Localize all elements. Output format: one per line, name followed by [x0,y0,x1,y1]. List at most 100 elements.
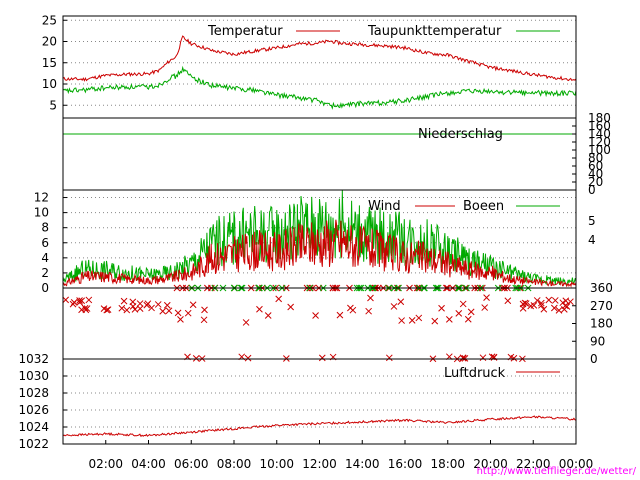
direction-marker [461,355,469,362]
direction-marker [136,300,144,307]
direction-marker [540,305,548,313]
direction-marker [504,297,512,305]
pressure-tick-label: 1030 [18,369,49,383]
direction-marker [479,354,487,362]
direction-marker [438,304,445,312]
x-tick-label: 02:00 [88,457,123,471]
direction-markers [62,284,574,363]
frame-layer [62,15,577,445]
direction-marker [177,315,184,323]
x-tick-label: 08:00 [217,457,252,471]
direction-marker [467,308,475,316]
direction-marker [527,302,535,310]
legend-boeen: Boeen [463,199,504,214]
direction-marker [533,297,541,304]
x-tick-label: 20:00 [473,457,508,471]
wind-tick-label: 6 [41,236,49,250]
direction-marker [459,354,467,362]
direction-marker [136,305,144,312]
precipitation-tick-label: 40 [588,167,603,181]
direction-marker [264,312,272,319]
x-tick-label: 18:00 [430,457,465,471]
direction-marker [455,310,463,317]
direction-marker [398,317,405,324]
direction-marker [464,315,472,323]
direction-marker [78,297,86,305]
x-tick-label: 14:00 [345,457,380,471]
direction-marker [201,306,208,314]
precipitation-tick-label: 120 [588,135,611,149]
direction-marker [120,297,128,305]
direction-marker [76,297,83,304]
direction-marker [123,306,131,314]
temperature-tick-label: 20 [42,35,57,49]
direction-marker [159,307,167,315]
wind-series-wind [62,219,577,288]
wind-tick-label: 12 [34,191,49,205]
legend-taupunkttemperatur: Taupunkttemperatur [367,24,502,39]
temperature-tick-label: 15 [42,56,57,70]
wind-tick-label: 0 [41,281,49,295]
direction-marker [78,306,85,314]
legend-temperatur: Temperatur [207,24,283,39]
precipitation-tick-label: 20 [588,175,603,189]
direction-tick-label: 90 [590,334,605,348]
direction-marker [118,304,126,312]
direction-marker [200,316,208,324]
x-tick-label: 04:00 [131,457,166,471]
legend-wind: Wind [368,199,401,214]
direction-marker [62,296,70,304]
direction-marker [242,319,250,326]
direction-marker [184,309,192,317]
temperature-tick-label: 5 [49,98,57,112]
direction-marker [349,306,357,314]
precipitation-tick-label: 100 [588,143,611,157]
direction-tick-label: 180 [590,317,613,331]
direction-marker [312,312,319,319]
direction-marker [163,301,171,309]
direction-marker [318,354,326,362]
wind-tick-label: 10 [34,206,49,220]
direction-marker [408,317,416,324]
direction-tick-label: 360 [590,281,613,295]
tick-layer: 5101520250204060801001201401601800246810… [18,13,612,471]
pressure-tick-label: 1024 [18,420,49,434]
direction-marker [256,305,263,313]
credit-url[interactable]: http://www.tiefflieger.de/wetter/ [477,466,637,477]
direction-marker [550,304,558,312]
precipitation-tick-label: 160 [588,119,611,133]
wind-tick-label: 4 [41,251,49,265]
wind-right-tick-label: 5 [588,214,596,228]
direction-marker [397,298,405,306]
direction-marker [390,303,398,310]
direction-marker [287,303,295,311]
x-tick-label: 16:00 [388,457,423,471]
temperature-series-taupunkttemperatur [62,65,577,110]
direction-marker [445,315,453,323]
direction-marker [174,309,182,317]
wind-right-tick-label: 4 [588,233,596,247]
legend-niederschlag: Niederschlag [418,127,503,142]
temperature-tick-label: 25 [42,13,57,27]
precipitation-tick-label: 180 [588,111,611,125]
wind-tick-label: 2 [41,266,49,280]
temperature-series-temperatur [62,35,577,82]
direction-marker [275,295,283,303]
direction-marker [189,301,197,309]
direction-marker [537,299,545,307]
direction-marker [545,296,553,304]
direction-marker [104,306,112,314]
direction-marker [415,314,423,322]
direction-marker [165,307,173,315]
pressure-tick-label: 1028 [18,386,49,400]
x-tick-label: 00:00 [559,457,594,471]
wind-series-boeen [62,190,577,286]
direction-marker [143,301,151,309]
direction-marker [83,305,91,312]
direction-marker [100,305,108,312]
direction-marker [192,354,200,362]
direction-tick-label: 0 [590,352,598,366]
direction-marker [561,302,569,310]
direction-marker [519,300,527,308]
